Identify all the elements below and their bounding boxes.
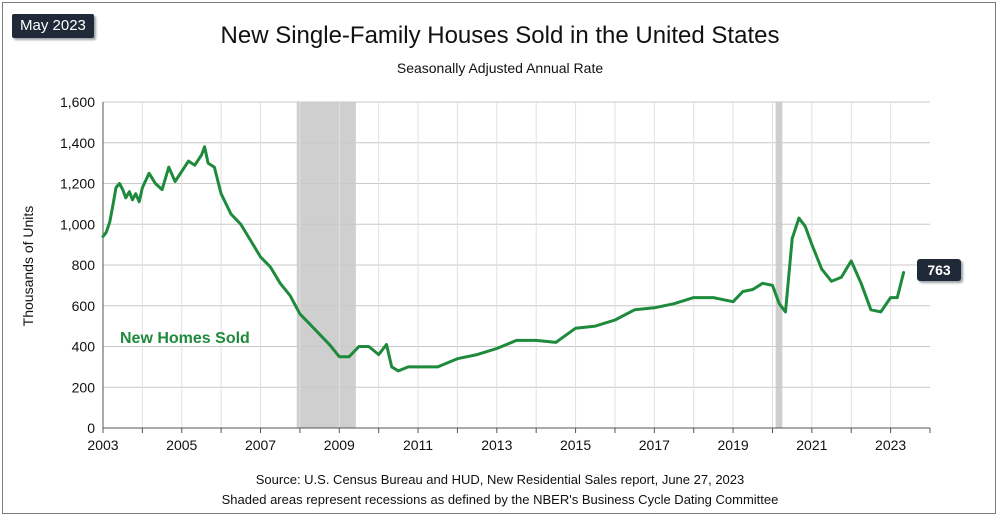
x-tick-label: 2019 xyxy=(718,437,749,453)
x-tick-label: 2021 xyxy=(796,437,827,453)
y-tick-label: 1,200 xyxy=(60,176,95,192)
chart-title: New Single-Family Houses Sold in the Uni… xyxy=(220,22,780,49)
gridlines xyxy=(103,101,930,429)
x-tick-label: 2007 xyxy=(245,437,276,453)
series-label-new-homes-sold: New Homes Sold xyxy=(120,330,250,347)
y-tick-label: 1,600 xyxy=(60,94,95,110)
chart-subtitle: Seasonally Adjusted Annual Rate xyxy=(396,60,604,76)
y-tick-label: 400 xyxy=(72,339,96,355)
x-tick-label: 2015 xyxy=(560,437,591,453)
axes xyxy=(102,102,931,433)
tick-labels: 0 200 400 600 800 1,000 1,200 1,400 1,600 2003 200… xyxy=(60,94,906,453)
y-tick-label: 800 xyxy=(72,257,96,273)
x-tick-label: 2023 xyxy=(875,437,906,453)
recession-note: Shaded areas represent recessions as def… xyxy=(221,492,779,507)
date-badge: May 2023 xyxy=(12,14,94,38)
y-axis-label: Thousands of Units xyxy=(20,206,36,327)
source-note: Source: U.S. Census Bureau and HUD, New … xyxy=(255,472,745,487)
y-tick-label: 1,000 xyxy=(60,216,95,232)
x-tick-label: 2003 xyxy=(87,437,118,453)
x-tick-label: 2009 xyxy=(324,437,355,453)
series-lines xyxy=(101,145,906,373)
y-tick-label: 1,400 xyxy=(60,135,95,151)
y-tick-label: 0 xyxy=(87,420,95,436)
series-line-0 xyxy=(101,145,906,373)
y-tick-label: 200 xyxy=(72,379,96,395)
x-tick-label: 2013 xyxy=(481,437,512,453)
y-tick-label: 600 xyxy=(72,298,96,314)
last-value-badge: 763 xyxy=(917,259,961,281)
x-tick-label: 2005 xyxy=(166,437,197,453)
x-tick-label: 2017 xyxy=(639,437,670,453)
x-tick-label: 2011 xyxy=(403,437,433,453)
